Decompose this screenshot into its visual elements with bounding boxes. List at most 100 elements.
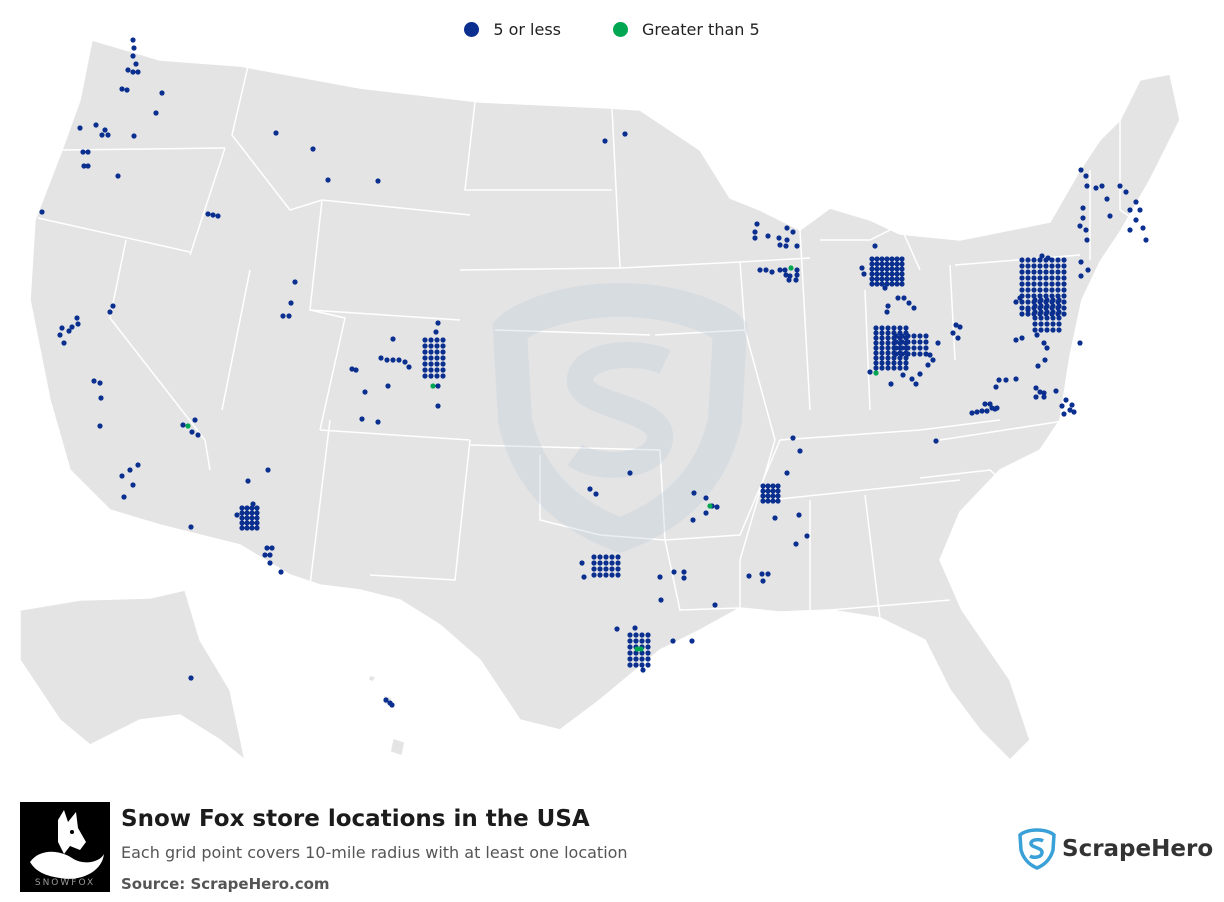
store-dot-low: [1049, 257, 1055, 263]
store-dot-low: [775, 493, 781, 499]
store-dot-low: [1025, 293, 1031, 299]
store-dot-low: [691, 490, 697, 496]
store-dot-low: [911, 305, 917, 311]
store-dot-low: [102, 127, 108, 133]
snowfox-logo: SNOWFOX: [20, 802, 110, 892]
store-dot-low: [899, 276, 905, 282]
store-dot-low: [435, 383, 441, 389]
store-dot-low: [428, 373, 434, 379]
store-dot-low: [982, 401, 988, 407]
legend-item-high: Greater than 5: [613, 20, 760, 39]
store-dot-low: [885, 303, 891, 309]
store-dot-low: [1037, 389, 1043, 395]
footer: SNOWFOX Snow Fox store locations in the …: [0, 800, 1224, 902]
store-dot-low: [894, 256, 900, 262]
store-dot-low: [239, 505, 245, 511]
store-dot-low: [1077, 340, 1083, 346]
store-dot-low: [760, 493, 766, 499]
store-dot-low: [1143, 237, 1149, 243]
store-dot-low: [899, 261, 905, 267]
store-dot-low: [1050, 303, 1056, 309]
store-dot-low: [873, 355, 879, 361]
store-dot-low: [872, 243, 878, 249]
store-dot-low: [131, 133, 137, 139]
store-dot-low: [1019, 311, 1025, 317]
watermark-shield-outer: [492, 282, 748, 554]
store-dot-low: [879, 256, 885, 262]
store-dot-low: [776, 235, 782, 241]
store-dot-low: [873, 340, 879, 346]
border-tn-south: [769, 479, 961, 501]
legend-swatch-high: [613, 22, 628, 37]
store-dot-low: [254, 510, 260, 516]
store-dot-low: [280, 313, 286, 319]
store-dot-low: [905, 351, 911, 357]
store-dot-low: [1050, 297, 1056, 303]
store-dot-low: [130, 69, 136, 75]
store-dot-low: [901, 295, 907, 301]
border-ne-ks: [494, 329, 651, 336]
store-dot-low: [1044, 327, 1050, 333]
store-dot-low: [1013, 376, 1019, 382]
store-dot-low: [869, 276, 875, 282]
store-dot-low: [422, 349, 428, 355]
store-dot-low: [879, 325, 885, 331]
store-dot-low: [59, 325, 65, 331]
store-dot-low: [1069, 402, 1075, 408]
store-dot-low: [884, 266, 890, 272]
border-ut-co: [309, 309, 346, 431]
watermark-letter: [567, 341, 673, 478]
store-dot-low: [1056, 327, 1062, 333]
store-dot-low: [1044, 309, 1050, 315]
store-dot-low: [760, 488, 766, 494]
store-dot-low: [897, 365, 903, 371]
store-dot-low: [597, 560, 603, 566]
store-dot-low: [790, 435, 796, 441]
store-dot-low: [1038, 297, 1044, 303]
border-or-ca-nv: [37, 217, 191, 253]
store-dot-low: [899, 281, 905, 287]
store-dot-low: [917, 351, 923, 357]
store-dot-low: [884, 261, 890, 267]
store-dot-low: [1050, 315, 1056, 321]
store-dot-low: [1061, 263, 1067, 269]
store-dot-low: [633, 638, 639, 644]
store-dot-low: [135, 462, 141, 468]
store-dot-low: [249, 525, 255, 531]
store-dot-low: [133, 61, 139, 67]
store-dot-low: [1133, 199, 1139, 205]
store-dot-low: [130, 482, 136, 488]
store-dot-low: [935, 340, 941, 346]
border-wy-co-ne: [309, 199, 461, 321]
store-dot-low: [244, 510, 250, 516]
store-dot-low: [1053, 388, 1059, 394]
store-dot-low: [602, 138, 608, 144]
store-dot-low: [889, 271, 895, 277]
border-ks-ok: [469, 444, 661, 451]
store-dot-low: [239, 525, 245, 531]
store-dot-low: [900, 372, 906, 378]
store-dot-low: [869, 266, 875, 272]
store-dot-low: [903, 360, 909, 366]
store-dot-low: [91, 378, 97, 384]
store-dot-low: [99, 132, 105, 138]
store-dot-low: [794, 243, 800, 249]
store-dot-low: [1038, 303, 1044, 309]
store-dot-low: [131, 45, 137, 51]
store-dot-low: [1037, 287, 1043, 293]
store-dot-low: [609, 560, 615, 566]
store-dot-low: [874, 276, 880, 282]
store-dot-low: [422, 337, 428, 343]
store-dot-low: [974, 409, 980, 415]
store-dot-low: [874, 271, 880, 277]
store-dot-low: [1003, 377, 1009, 383]
store-dot-low: [873, 360, 879, 366]
store-dot-low: [1050, 327, 1056, 333]
store-dot-low: [249, 510, 255, 516]
store-dot-low: [435, 403, 441, 409]
store-dot-low: [786, 277, 792, 283]
store-dot-low: [127, 467, 133, 473]
fox-icon: [30, 810, 104, 879]
store-dot-low: [278, 569, 284, 575]
store-dot-low: [292, 279, 298, 285]
